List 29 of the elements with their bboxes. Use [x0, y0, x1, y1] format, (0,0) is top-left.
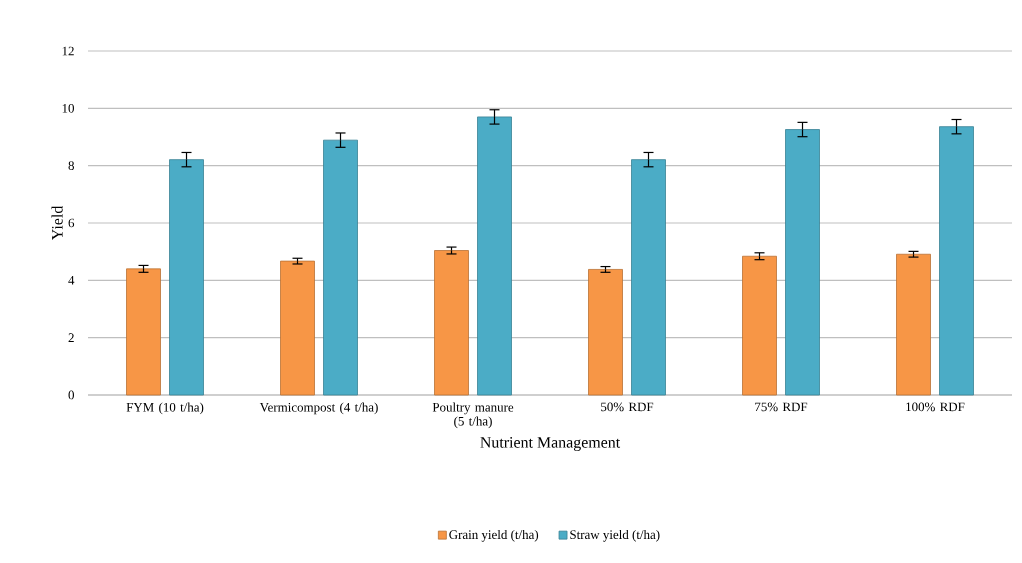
y-tick-label: 4	[68, 276, 75, 285]
x-tick-label: Vermicompost (4 t/ha)	[259, 402, 378, 415]
x-tick-label: Poultry manure (5 t/ha)	[432, 402, 514, 429]
bar	[434, 250, 469, 396]
bar	[280, 260, 315, 396]
bar	[323, 139, 358, 396]
x-tick-label: 75% RDF	[755, 402, 808, 412]
x-tick-label: 50% RDF	[601, 402, 654, 412]
legend-label: Grain yield (t/ha)	[449, 529, 539, 542]
y-tick-label: 2	[68, 333, 74, 342]
x-tick-label: FYM (10 t/ha)	[126, 402, 204, 415]
x-tick-label: 100% RDF	[906, 402, 965, 412]
bar	[126, 268, 161, 396]
bar	[588, 269, 623, 396]
bar	[477, 116, 512, 396]
y-tick-label: 8	[68, 161, 74, 171]
bar	[896, 253, 931, 396]
legend-label: Straw yield (t/ha)	[570, 529, 660, 542]
y-tick-label: 0	[68, 390, 74, 400]
y-tick-label: 12	[62, 46, 74, 56]
y-axis-title: Yield	[51, 205, 63, 241]
bar	[742, 255, 777, 396]
y-tick-label: 10	[62, 103, 74, 113]
bar	[939, 126, 974, 396]
x-axis-title: Nutrient Management	[480, 437, 621, 452]
bar	[785, 129, 820, 396]
bar	[631, 159, 666, 396]
y-tick-label: 6	[68, 218, 75, 228]
bar	[169, 159, 204, 396]
